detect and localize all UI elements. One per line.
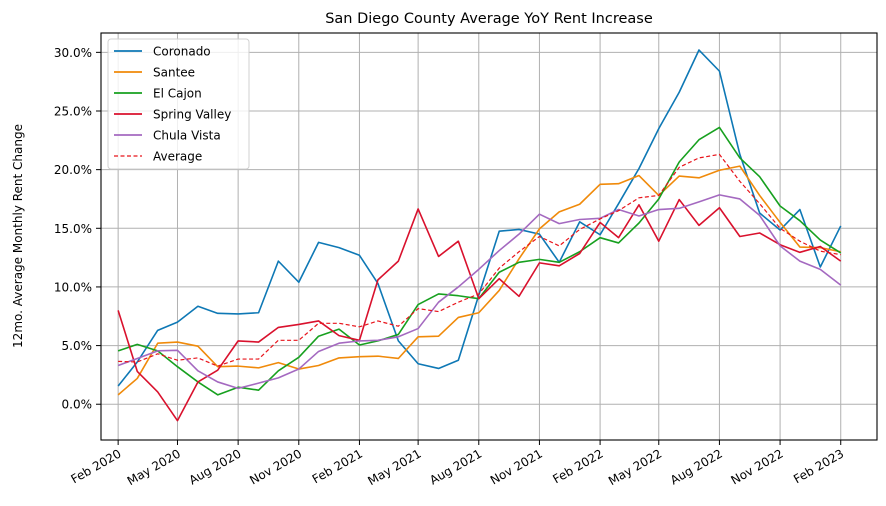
y-tick-label: 30.0% (54, 46, 92, 60)
y-axis-label: 12mo. Average Monthly Rent Change (11, 124, 25, 348)
y-tick-label: 10.0% (54, 280, 92, 294)
y-tick-label: 25.0% (54, 104, 92, 118)
legend-label: El Cajon (153, 87, 202, 101)
legend-label: Coronado (153, 45, 211, 59)
y-tick-label: 0.0% (62, 398, 93, 412)
series-lines (117, 49, 842, 422)
legend-label: Average (153, 150, 202, 164)
y-tick-label: 20.0% (54, 163, 92, 177)
plot-frame (100, 32, 878, 441)
legend-label: Santee (153, 66, 195, 80)
y-tick-label: 15.0% (54, 222, 92, 236)
legend-label: Spring Valley (153, 108, 231, 122)
y-tick-label: 5.0% (62, 339, 93, 353)
legend-label: Chula Vista (153, 129, 221, 143)
chart-title: San Diego County Average YoY Rent Increa… (325, 11, 653, 27)
legend: Coronado Santee El Cajon Spring Valley Chula… (107, 38, 250, 170)
y-axis: 0.0% 5.0% 10.0% 15.0% 20.0% 25.0% 30.0% (54, 46, 101, 412)
legend-box (107, 38, 250, 170)
